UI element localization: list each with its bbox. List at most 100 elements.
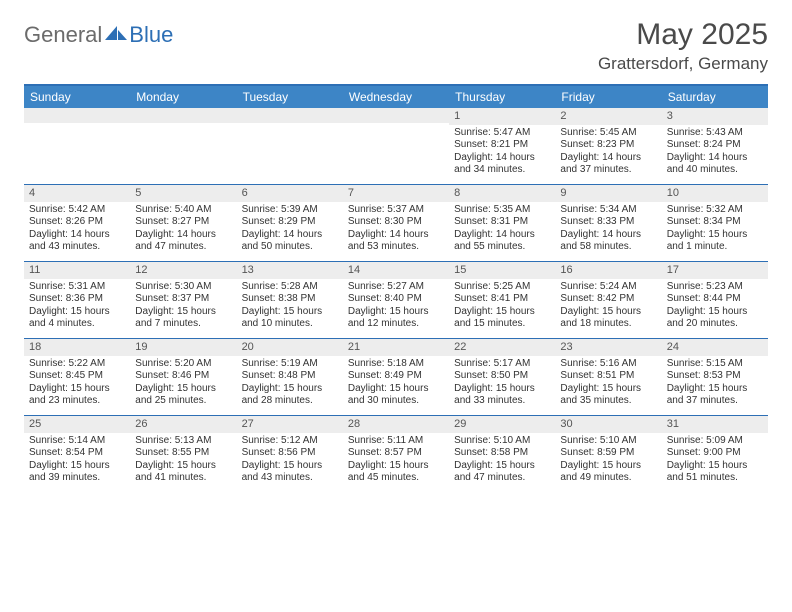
sunset-line: Sunset: 8:29 PM bbox=[242, 216, 338, 229]
sunrise-line: Sunrise: 5:20 AM bbox=[135, 358, 231, 371]
sunrise-line: Sunrise: 5:10 AM bbox=[560, 435, 656, 448]
sunset-line: Sunset: 9:00 PM bbox=[667, 447, 763, 460]
day-number: 14 bbox=[343, 262, 449, 279]
day-body: Sunrise: 5:34 AMSunset: 8:33 PMDaylight:… bbox=[555, 202, 661, 257]
day-cell: 22Sunrise: 5:17 AMSunset: 8:50 PMDayligh… bbox=[449, 339, 555, 415]
dow-label: Thursday bbox=[449, 86, 555, 108]
day-cell: 28Sunrise: 5:11 AMSunset: 8:57 PMDayligh… bbox=[343, 416, 449, 492]
day-body: Sunrise: 5:10 AMSunset: 8:58 PMDaylight:… bbox=[449, 433, 555, 488]
day-number: 23 bbox=[555, 339, 661, 356]
day-cell: 21Sunrise: 5:18 AMSunset: 8:49 PMDayligh… bbox=[343, 339, 449, 415]
day-number: 18 bbox=[24, 339, 130, 356]
day-number: 26 bbox=[130, 416, 236, 433]
daylight-line: Daylight: 15 hours and 15 minutes. bbox=[454, 306, 550, 331]
daylight-line: Daylight: 14 hours and 50 minutes. bbox=[242, 229, 338, 254]
day-number: 13 bbox=[237, 262, 343, 279]
sunrise-line: Sunrise: 5:16 AM bbox=[560, 358, 656, 371]
day-number: 4 bbox=[24, 185, 130, 202]
day-body: Sunrise: 5:17 AMSunset: 8:50 PMDaylight:… bbox=[449, 356, 555, 411]
daylight-line: Daylight: 15 hours and 12 minutes. bbox=[348, 306, 444, 331]
sunset-line: Sunset: 8:38 PM bbox=[242, 293, 338, 306]
daylight-line: Daylight: 15 hours and 7 minutes. bbox=[135, 306, 231, 331]
sunset-line: Sunset: 8:40 PM bbox=[348, 293, 444, 306]
sunset-line: Sunset: 8:37 PM bbox=[135, 293, 231, 306]
day-body: Sunrise: 5:09 AMSunset: 9:00 PMDaylight:… bbox=[662, 433, 768, 488]
sunrise-line: Sunrise: 5:09 AM bbox=[667, 435, 763, 448]
daylight-line: Daylight: 15 hours and 18 minutes. bbox=[560, 306, 656, 331]
sunrise-line: Sunrise: 5:28 AM bbox=[242, 281, 338, 294]
day-body: Sunrise: 5:11 AMSunset: 8:57 PMDaylight:… bbox=[343, 433, 449, 488]
day-number: 2 bbox=[555, 108, 661, 125]
day-number: 6 bbox=[237, 185, 343, 202]
sunset-line: Sunset: 8:48 PM bbox=[242, 370, 338, 383]
day-body: Sunrise: 5:18 AMSunset: 8:49 PMDaylight:… bbox=[343, 356, 449, 411]
daylight-line: Daylight: 15 hours and 28 minutes. bbox=[242, 383, 338, 408]
day-number bbox=[237, 108, 343, 123]
sunset-line: Sunset: 8:41 PM bbox=[454, 293, 550, 306]
day-cell: 12Sunrise: 5:30 AMSunset: 8:37 PMDayligh… bbox=[130, 262, 236, 338]
day-body: Sunrise: 5:39 AMSunset: 8:29 PMDaylight:… bbox=[237, 202, 343, 257]
sunrise-line: Sunrise: 5:11 AM bbox=[348, 435, 444, 448]
day-number: 15 bbox=[449, 262, 555, 279]
day-cell: 31Sunrise: 5:09 AMSunset: 9:00 PMDayligh… bbox=[662, 416, 768, 492]
dow-label: Saturday bbox=[662, 86, 768, 108]
dow-row: SundayMondayTuesdayWednesdayThursdayFrid… bbox=[24, 86, 768, 108]
day-number bbox=[24, 108, 130, 123]
day-cell: 20Sunrise: 5:19 AMSunset: 8:48 PMDayligh… bbox=[237, 339, 343, 415]
day-cell: 14Sunrise: 5:27 AMSunset: 8:40 PMDayligh… bbox=[343, 262, 449, 338]
title-block: May 2025 Grattersdorf, Germany bbox=[598, 18, 768, 74]
day-body: Sunrise: 5:24 AMSunset: 8:42 PMDaylight:… bbox=[555, 279, 661, 334]
day-cell: 17Sunrise: 5:23 AMSunset: 8:44 PMDayligh… bbox=[662, 262, 768, 338]
day-body: Sunrise: 5:28 AMSunset: 8:38 PMDaylight:… bbox=[237, 279, 343, 334]
daylight-line: Daylight: 15 hours and 35 minutes. bbox=[560, 383, 656, 408]
sunset-line: Sunset: 8:31 PM bbox=[454, 216, 550, 229]
day-body: Sunrise: 5:22 AMSunset: 8:45 PMDaylight:… bbox=[24, 356, 130, 411]
daylight-line: Daylight: 15 hours and 37 minutes. bbox=[667, 383, 763, 408]
sunset-line: Sunset: 8:53 PM bbox=[667, 370, 763, 383]
sunset-line: Sunset: 8:46 PM bbox=[135, 370, 231, 383]
sunrise-line: Sunrise: 5:25 AM bbox=[454, 281, 550, 294]
day-body: Sunrise: 5:23 AMSunset: 8:44 PMDaylight:… bbox=[662, 279, 768, 334]
sunset-line: Sunset: 8:45 PM bbox=[29, 370, 125, 383]
daylight-line: Daylight: 15 hours and 20 minutes. bbox=[667, 306, 763, 331]
daylight-line: Daylight: 15 hours and 45 minutes. bbox=[348, 460, 444, 485]
day-number: 24 bbox=[662, 339, 768, 356]
week-row: 11Sunrise: 5:31 AMSunset: 8:36 PMDayligh… bbox=[24, 261, 768, 338]
day-number: 11 bbox=[24, 262, 130, 279]
day-number: 21 bbox=[343, 339, 449, 356]
sunset-line: Sunset: 8:23 PM bbox=[560, 139, 656, 152]
sunrise-line: Sunrise: 5:10 AM bbox=[454, 435, 550, 448]
day-cell: 16Sunrise: 5:24 AMSunset: 8:42 PMDayligh… bbox=[555, 262, 661, 338]
day-cell: 19Sunrise: 5:20 AMSunset: 8:46 PMDayligh… bbox=[130, 339, 236, 415]
dow-label: Tuesday bbox=[237, 86, 343, 108]
day-number: 19 bbox=[130, 339, 236, 356]
daylight-line: Daylight: 15 hours and 51 minutes. bbox=[667, 460, 763, 485]
day-body: Sunrise: 5:31 AMSunset: 8:36 PMDaylight:… bbox=[24, 279, 130, 334]
day-cell: 24Sunrise: 5:15 AMSunset: 8:53 PMDayligh… bbox=[662, 339, 768, 415]
day-cell: 18Sunrise: 5:22 AMSunset: 8:45 PMDayligh… bbox=[24, 339, 130, 415]
week-row: 4Sunrise: 5:42 AMSunset: 8:26 PMDaylight… bbox=[24, 184, 768, 261]
sunrise-line: Sunrise: 5:37 AM bbox=[348, 204, 444, 217]
day-number: 10 bbox=[662, 185, 768, 202]
day-body: Sunrise: 5:43 AMSunset: 8:24 PMDaylight:… bbox=[662, 125, 768, 180]
sunrise-line: Sunrise: 5:32 AM bbox=[667, 204, 763, 217]
sunrise-line: Sunrise: 5:13 AM bbox=[135, 435, 231, 448]
day-number: 1 bbox=[449, 108, 555, 125]
day-number bbox=[343, 108, 449, 123]
day-cell: 13Sunrise: 5:28 AMSunset: 8:38 PMDayligh… bbox=[237, 262, 343, 338]
day-number: 30 bbox=[555, 416, 661, 433]
day-body: Sunrise: 5:12 AMSunset: 8:56 PMDaylight:… bbox=[237, 433, 343, 488]
daylight-line: Daylight: 14 hours and 43 minutes. bbox=[29, 229, 125, 254]
week-row: 1Sunrise: 5:47 AMSunset: 8:21 PMDaylight… bbox=[24, 108, 768, 184]
sunset-line: Sunset: 8:57 PM bbox=[348, 447, 444, 460]
sunset-line: Sunset: 8:33 PM bbox=[560, 216, 656, 229]
day-cell: 30Sunrise: 5:10 AMSunset: 8:59 PMDayligh… bbox=[555, 416, 661, 492]
daylight-line: Daylight: 14 hours and 58 minutes. bbox=[560, 229, 656, 254]
day-body: Sunrise: 5:30 AMSunset: 8:37 PMDaylight:… bbox=[130, 279, 236, 334]
sunrise-line: Sunrise: 5:34 AM bbox=[560, 204, 656, 217]
day-cell bbox=[24, 108, 130, 184]
location-label: Grattersdorf, Germany bbox=[598, 54, 768, 74]
day-cell: 6Sunrise: 5:39 AMSunset: 8:29 PMDaylight… bbox=[237, 185, 343, 261]
day-number: 20 bbox=[237, 339, 343, 356]
day-body: Sunrise: 5:42 AMSunset: 8:26 PMDaylight:… bbox=[24, 202, 130, 257]
